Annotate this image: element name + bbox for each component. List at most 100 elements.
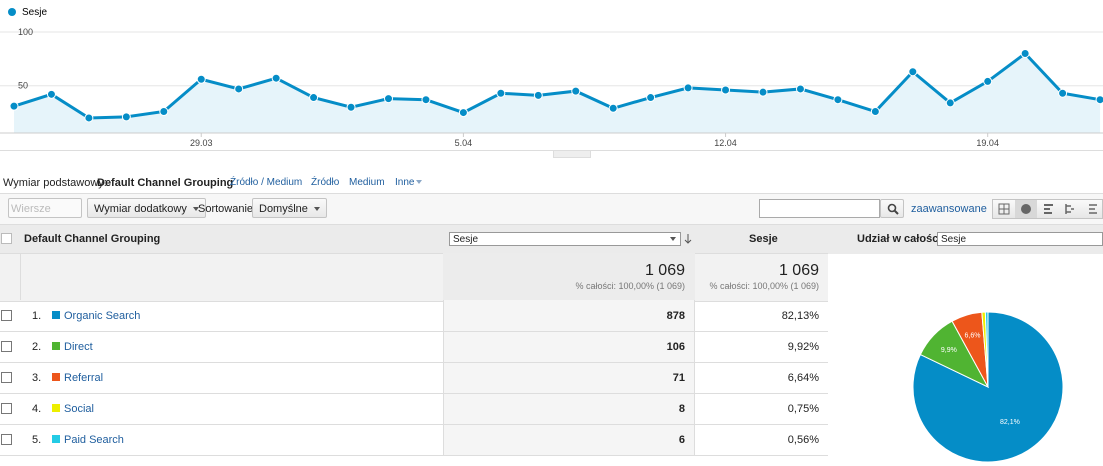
- row-share: 0,75%: [787, 403, 819, 415]
- button-text: Wymiar dodatkowy: [94, 203, 187, 215]
- chart-toggle[interactable]: [553, 150, 591, 158]
- link-text: Inne: [395, 177, 415, 188]
- point: [46, 89, 56, 99]
- sort-button[interactable]: Domyślne: [252, 198, 327, 218]
- point: [758, 87, 768, 97]
- totals-row: [0, 253, 828, 302]
- row-border: [0, 424, 828, 425]
- pie-chart: 82,1% 9,9% 6,6%: [912, 311, 1064, 463]
- point: [159, 107, 169, 117]
- row-color: [52, 311, 60, 319]
- point: [908, 67, 918, 77]
- point: [234, 84, 244, 94]
- x-tick-label: 5.04: [455, 138, 473, 148]
- separator: [0, 150, 1103, 151]
- point: [121, 112, 131, 122]
- row-border: [0, 331, 828, 332]
- dimension-active: Default Channel Grouping: [97, 177, 234, 189]
- point: [1095, 95, 1103, 105]
- point: [571, 86, 581, 96]
- row-sessions: 6: [678, 434, 685, 446]
- select-text: Sesje: [453, 234, 479, 245]
- advanced-link[interactable]: zaawansowane: [911, 203, 987, 215]
- point: [608, 103, 618, 113]
- total-note: % całości: 100,00% (1 069): [709, 281, 819, 291]
- point: [683, 83, 693, 93]
- row-index: 2.: [32, 341, 42, 353]
- point: [721, 85, 731, 95]
- point: [346, 102, 356, 112]
- row-color: [52, 404, 60, 412]
- row-index: 1.: [32, 310, 42, 322]
- point: [945, 98, 955, 108]
- point: [309, 93, 319, 103]
- row-name[interactable]: Direct: [64, 341, 93, 353]
- pie-label: 82,1%: [1000, 419, 1020, 426]
- point: [646, 93, 656, 103]
- secondary-dimension-button[interactable]: Wymiar dodatkowy: [87, 198, 206, 218]
- header-share: Udział w całości:: [857, 233, 946, 245]
- view-switcher[interactable]: [992, 199, 1103, 219]
- plot-rows-button[interactable]: Wiersze wykresu: [8, 198, 82, 218]
- point: [271, 73, 281, 83]
- row-color: [52, 342, 60, 350]
- col-divider: [20, 253, 21, 300]
- total-share: 1 069: [778, 262, 819, 279]
- point: [496, 88, 506, 98]
- header-dimension: Default Channel Grouping: [24, 233, 161, 245]
- row-sessions: 8: [678, 403, 685, 415]
- metric-select[interactable]: Sesje: [449, 232, 681, 246]
- pie-label: 9,9%: [941, 347, 957, 354]
- point: [384, 94, 393, 104]
- row-name[interactable]: Paid Search: [64, 434, 124, 446]
- dimension-label: Wymiar podstawowy:: [3, 177, 107, 189]
- search-icon: [887, 203, 899, 215]
- view-icons: [998, 200, 1097, 218]
- row-name[interactable]: Social: [64, 403, 94, 415]
- legend-label: Sesje: [22, 7, 47, 18]
- point: [84, 113, 94, 123]
- row-checkbox[interactable]: [1, 341, 12, 352]
- y-tick-label: 50: [18, 81, 28, 91]
- point: [9, 101, 19, 111]
- row-checkbox[interactable]: [1, 434, 12, 445]
- search-button[interactable]: [880, 199, 904, 218]
- pie-label: 6,6%: [965, 332, 981, 339]
- x-tick-label: 19.04: [976, 138, 999, 148]
- total-sessions: 1 069: [644, 262, 685, 279]
- row-sessions: 71: [672, 372, 685, 384]
- header-metric: Sesje: [749, 233, 778, 245]
- row-checkbox[interactable]: [1, 372, 12, 383]
- line: [13, 51, 1101, 120]
- pie-slice: [984, 311, 989, 388]
- dimension-link[interactable]: Źródło: [311, 177, 340, 188]
- search-input[interactable]: [759, 199, 880, 218]
- point: [870, 107, 880, 117]
- row-name[interactable]: Organic Search: [64, 310, 141, 322]
- y-tick-label: 100: [18, 27, 33, 37]
- dimension-link[interactable]: Inne: [395, 177, 423, 188]
- share-select[interactable]: Sesje: [937, 232, 1103, 246]
- totals-sorted-cell: [443, 253, 695, 300]
- point: [1020, 48, 1030, 58]
- row-border: [0, 362, 828, 363]
- row-checkbox[interactable]: [1, 403, 12, 414]
- row-sessions: 878: [666, 310, 685, 322]
- row-checkbox[interactable]: [1, 310, 12, 321]
- point: [458, 108, 468, 118]
- row-color: [52, 435, 60, 443]
- select-all-checkbox[interactable]: [1, 233, 12, 244]
- row-name[interactable]: Referral: [64, 372, 104, 384]
- dimension-link[interactable]: Medium: [349, 177, 385, 188]
- row-border: [0, 393, 828, 394]
- row-share: 82,13%: [781, 310, 819, 322]
- row-sessions: 106: [666, 341, 685, 353]
- point: [533, 90, 543, 100]
- point: [1058, 88, 1068, 98]
- row-index: 4.: [32, 403, 42, 415]
- area: [14, 53, 1101, 133]
- dimension-link[interactable]: Źródło / Medium: [230, 177, 303, 188]
- sort-arrow[interactable]: [683, 232, 693, 246]
- row-index: 5.: [32, 434, 42, 446]
